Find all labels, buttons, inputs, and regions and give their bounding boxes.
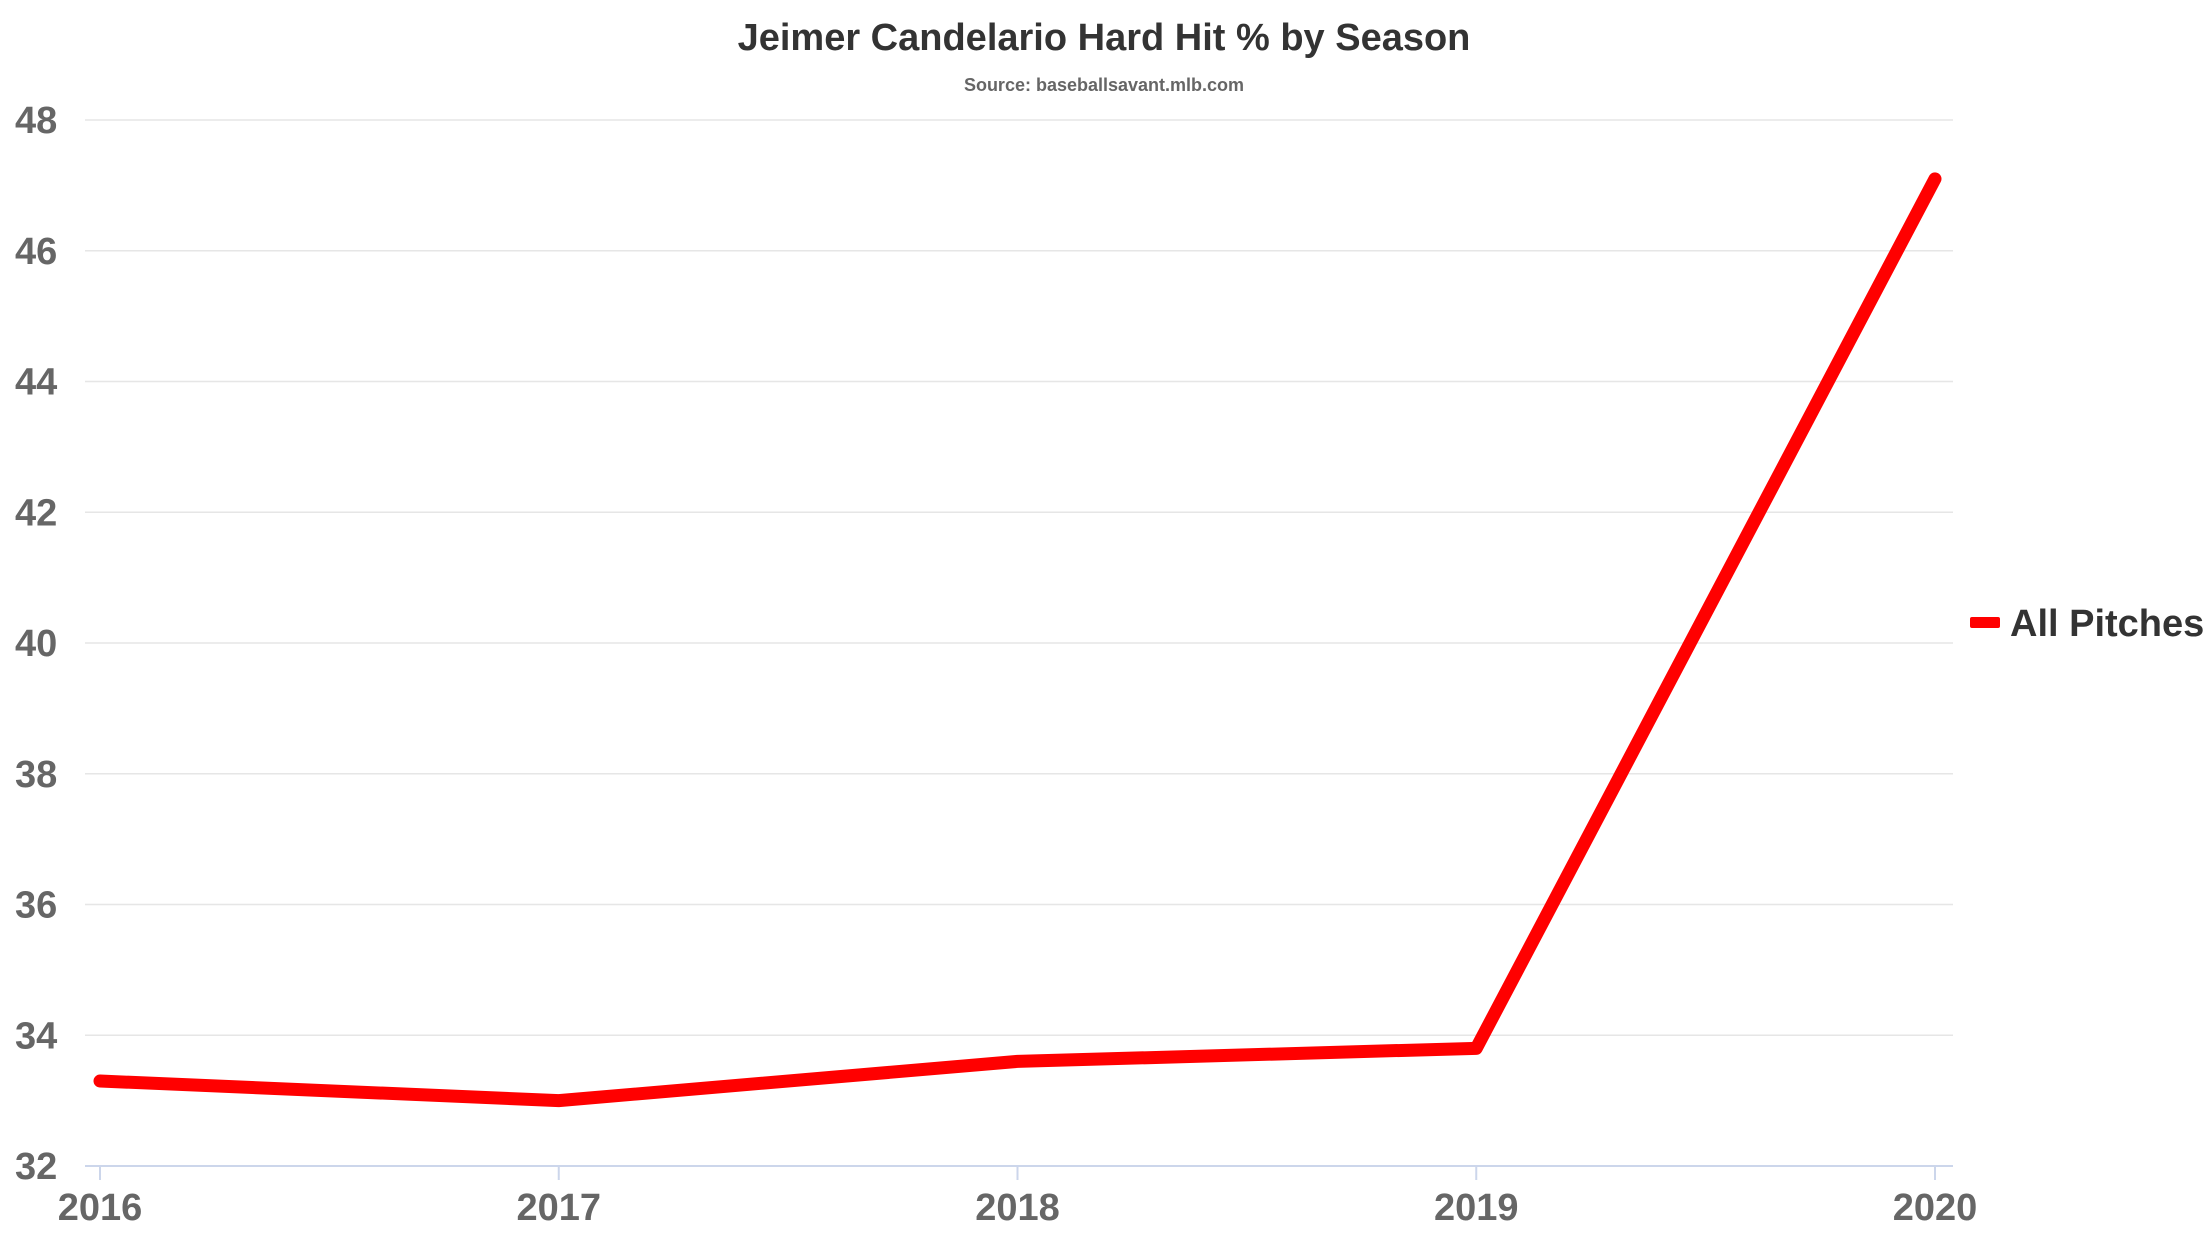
x-tick-label-2016: 2016 [58,1187,143,1229]
data-point-2020[interactable] [1934,178,1936,180]
chart-title: Jeimer Candelario Hard Hit % by Season [738,17,1471,59]
x-tick-label-2020: 2020 [1893,1187,1978,1229]
x-axis-ticks: 2016 2017 2018 2019 2020 [58,1166,1978,1229]
data-point-2017[interactable] [558,1100,560,1102]
data-point-2016[interactable] [99,1080,101,1082]
y-tick-label-48: 48 [15,100,57,142]
legend-label-all-pitches: All Pitches [2010,603,2204,645]
chart-subtitle: Source: baseballsavant.mlb.com [964,75,1244,95]
y-tick-label-46: 46 [15,231,57,273]
x-tick-label-2018: 2018 [975,1187,1060,1229]
y-tick-label-40: 40 [15,623,57,665]
x-tick-label-2019: 2019 [1434,1187,1519,1229]
y-tick-label-44: 44 [15,362,57,404]
y-tick-label-38: 38 [15,754,57,796]
gridlines [85,119,1953,1036]
y-tick-label-34: 34 [15,1015,57,1057]
series-line-all-pitches[interactable] [93,172,1942,1108]
series-lines [93,172,1942,1108]
data-point-2018[interactable] [1017,1060,1018,1062]
y-tick-label-42: 42 [15,492,57,534]
y-tick-label-32: 32 [15,1146,57,1188]
legend-swatch-all-pitches [1970,617,2000,628]
data-point-2019[interactable] [1475,1047,1477,1049]
legend[interactable]: All Pitches [1970,603,2204,645]
y-tick-label-36: 36 [15,885,57,927]
x-tick-label-2017: 2017 [516,1187,601,1229]
y-axis-tick-labels: 32 34 36 38 40 42 44 46 48 [15,100,57,1188]
